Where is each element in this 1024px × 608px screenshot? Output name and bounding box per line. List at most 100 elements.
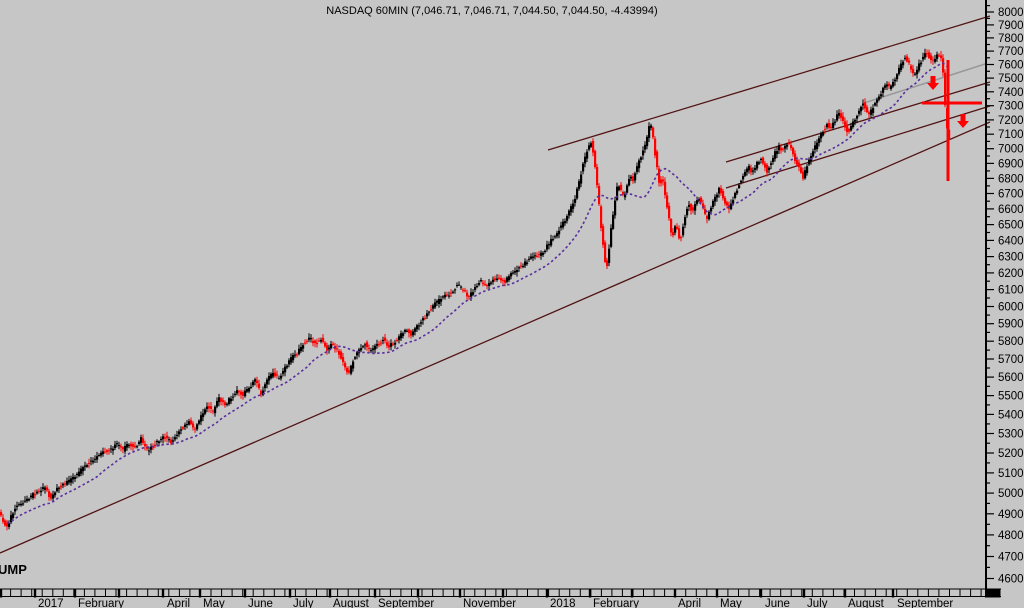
candle-body (464, 290, 467, 292)
candle-body (576, 188, 579, 199)
candle-body (572, 203, 575, 209)
candle-body (498, 277, 501, 279)
candle-body (566, 216, 569, 221)
candle-body (936, 54, 939, 59)
candle-body (314, 340, 317, 344)
candle-body (84, 465, 87, 467)
y-axis-label: 5500 (998, 391, 1024, 403)
candle-body (690, 204, 693, 211)
candle-body (258, 383, 261, 389)
y-axis-label: 5100 (998, 468, 1024, 480)
down-arrow-annotation[interactable] (957, 114, 969, 128)
candle-body (848, 129, 851, 132)
y-axis-label: 7500 (998, 73, 1024, 85)
candle-body (284, 366, 287, 373)
trendline-channel-upper[interactable] (547, 15, 991, 151)
candle-body (158, 441, 161, 444)
moving-average-layer (6, 62, 950, 524)
candle-body (476, 285, 479, 287)
candle-body (230, 398, 233, 402)
candle-body (72, 476, 75, 480)
candle-body (670, 219, 673, 233)
candle-body (560, 225, 563, 228)
candle-body (136, 446, 139, 448)
x-axis-end-marker[interactable] (985, 588, 1001, 598)
candle-body (18, 504, 21, 506)
x-axis-label: June (765, 598, 790, 608)
candle-body (120, 446, 123, 448)
candle-body (790, 145, 793, 149)
candle-body (200, 415, 203, 422)
candle-body (88, 462, 91, 464)
candle-body (470, 292, 473, 297)
candle-body (430, 309, 433, 311)
candle-body (34, 494, 37, 496)
y-axis-label: 6800 (998, 173, 1024, 185)
y-axis-label: 6500 (998, 220, 1024, 232)
candle-body (196, 424, 199, 430)
candle-body (432, 305, 435, 309)
candle-body (268, 376, 271, 381)
candle-body (844, 121, 847, 128)
candle-body (140, 437, 143, 443)
candle-body (362, 346, 365, 348)
candle-body (856, 115, 859, 119)
y-axis-label: 7200 (998, 115, 1024, 127)
candle-body (398, 336, 401, 340)
candle-body (650, 125, 653, 128)
candle-body (600, 206, 603, 228)
candle-body (794, 153, 797, 162)
candle-body (864, 102, 867, 109)
candle-body (494, 278, 497, 281)
candle-body (568, 210, 571, 216)
candle-body (444, 294, 447, 298)
candle-body (806, 166, 809, 173)
candle-body (702, 203, 705, 208)
candle-body (500, 278, 503, 281)
candle-body (910, 65, 913, 70)
candle-body (942, 58, 945, 73)
candle-body (160, 439, 163, 441)
candle-body (70, 478, 73, 483)
y-axis-label: 4900 (998, 509, 1024, 521)
candle-body (730, 203, 733, 210)
candle-body (350, 365, 353, 374)
candle-body (422, 318, 425, 321)
candle-body (232, 396, 235, 398)
candle-body (800, 167, 803, 173)
candle-body (320, 340, 323, 342)
candle-body (814, 145, 817, 150)
candle-body (918, 63, 921, 71)
candle-body (124, 446, 127, 452)
candle-body (286, 365, 289, 368)
candle-body (410, 330, 413, 336)
candle-body (394, 342, 397, 345)
candle-body (38, 490, 41, 492)
trendline-gray-short[interactable] (863, 63, 986, 104)
candle-body (490, 282, 493, 284)
candle-body (732, 200, 735, 204)
candle-body (452, 291, 455, 293)
candle-body (914, 73, 917, 75)
candle-body (272, 373, 275, 377)
candle-body (110, 448, 113, 450)
candle-body (22, 503, 25, 505)
candle-body (26, 498, 29, 501)
candle-body (106, 450, 109, 452)
y-axis-label: 5300 (998, 429, 1024, 441)
candle-body (508, 276, 511, 280)
candle-body (902, 61, 905, 66)
candle-body (900, 63, 903, 70)
candle-body (280, 375, 283, 379)
candle-body (324, 342, 327, 347)
candle-body (502, 280, 505, 282)
candle-body (626, 185, 629, 193)
candle-body (292, 355, 295, 361)
candle-body (116, 443, 119, 445)
down-arrow-annotation[interactable] (927, 76, 939, 90)
candle-body (934, 58, 937, 62)
candle-body (826, 124, 829, 128)
trendline-support-main[interactable] (0, 121, 991, 554)
candle-body (282, 370, 285, 374)
